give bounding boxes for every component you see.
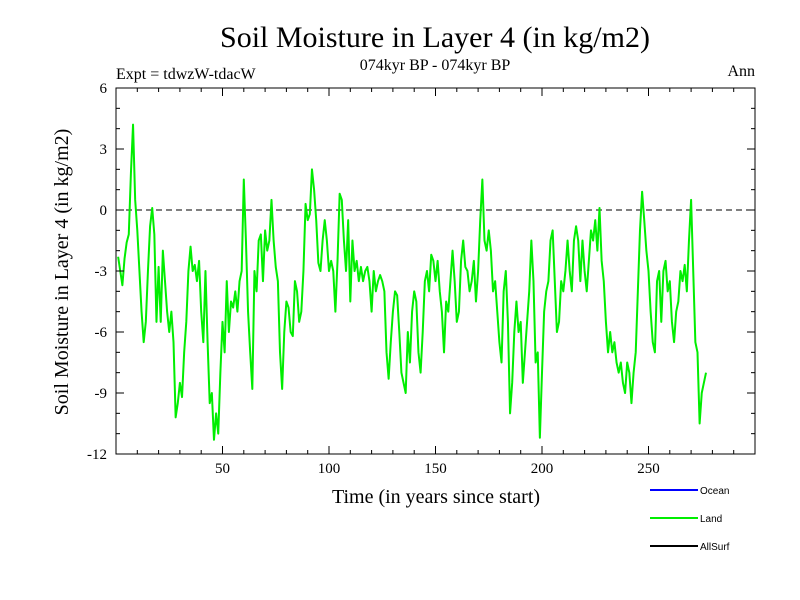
y-tick-label: 3 bbox=[100, 142, 108, 158]
series-line-land bbox=[117, 123, 707, 441]
legend-label-land: Land bbox=[700, 514, 722, 525]
legend-label-ocean: Ocean bbox=[700, 486, 729, 497]
y-axis-label: Soil Moisture in Layer 4 (in kg/m2) bbox=[51, 129, 73, 416]
experiment-label: Expt = tdwzW-tdacW bbox=[116, 66, 257, 83]
x-tick-label: 50 bbox=[215, 461, 230, 477]
y-tick-label: 6 bbox=[100, 81, 108, 97]
period-label: Ann bbox=[727, 63, 755, 80]
y-tick-label: -6 bbox=[95, 325, 108, 341]
y-tick-label: -3 bbox=[95, 264, 108, 280]
y-tick-label: -9 bbox=[95, 386, 108, 402]
y-tick-label: 0 bbox=[100, 203, 108, 219]
x-tick-label: 150 bbox=[424, 461, 447, 477]
plot-area: 50 100 150 200 250 6 3 0 -3 -6 -9 -12 bbox=[87, 81, 756, 477]
x-tick-label: 100 bbox=[318, 461, 341, 477]
legend: Ocean Land AllSurf bbox=[650, 486, 730, 553]
x-tick-label: 250 bbox=[637, 461, 660, 477]
chart-subtitle: 074kyr BP - 074kyr BP bbox=[360, 57, 511, 74]
x-axis-label: Time (in years since start) bbox=[332, 486, 540, 508]
y-tick-label: -12 bbox=[87, 447, 107, 463]
chart-title: Soil Moisture in Layer 4 (in kg/m2) bbox=[220, 21, 650, 54]
x-tick-label: 200 bbox=[531, 461, 554, 477]
legend-label-allsurf: AllSurf bbox=[700, 542, 730, 553]
